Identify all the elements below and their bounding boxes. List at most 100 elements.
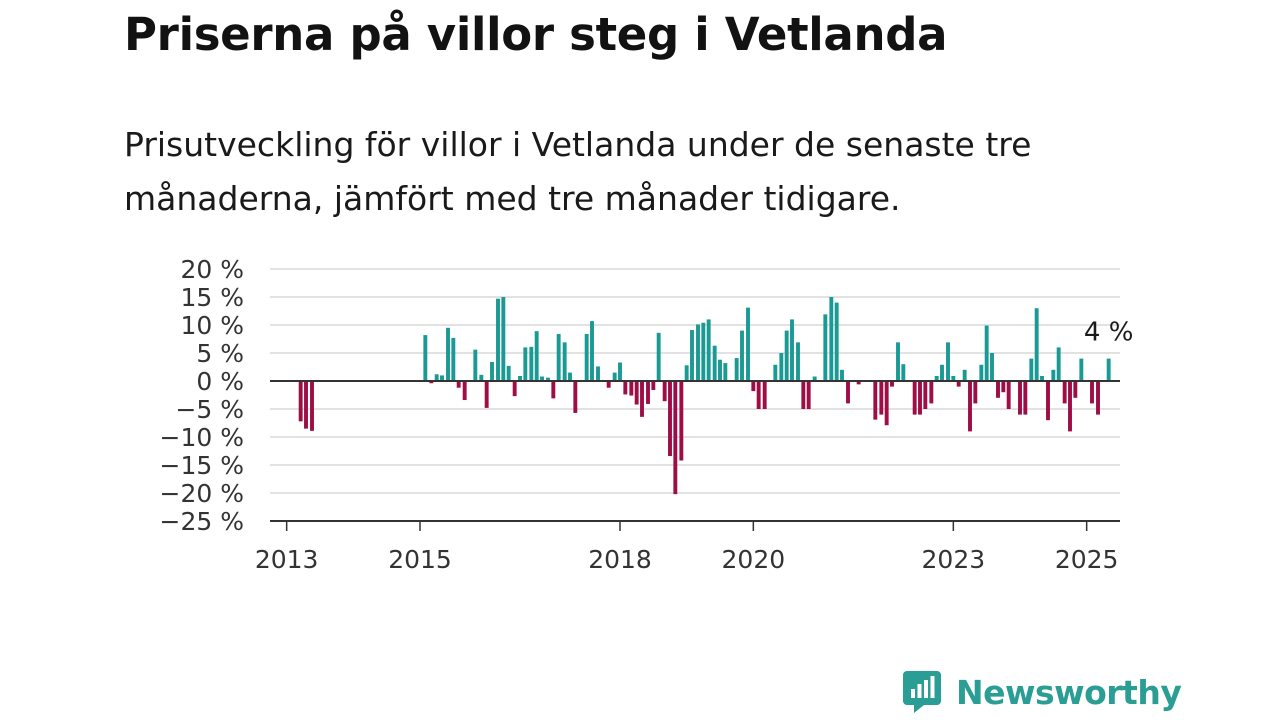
bar bbox=[873, 381, 878, 420]
bar bbox=[512, 381, 517, 397]
bar bbox=[434, 374, 439, 381]
bar bbox=[923, 381, 928, 409]
bar bbox=[1079, 358, 1084, 381]
bar bbox=[606, 381, 611, 388]
x-tick-label: 2025 bbox=[1055, 545, 1119, 574]
bar bbox=[1106, 358, 1111, 381]
bar bbox=[562, 342, 567, 381]
chart-gridlines bbox=[270, 268, 1120, 494]
y-tick-label: −15 % bbox=[160, 451, 244, 480]
bar bbox=[718, 359, 722, 381]
last-value-annotation: 4 % bbox=[1084, 318, 1134, 348]
brand-name: Newsworthy bbox=[956, 672, 1182, 712]
bar bbox=[684, 365, 689, 381]
x-tick-label: 2013 bbox=[255, 545, 319, 574]
bar bbox=[884, 381, 889, 426]
bar bbox=[590, 321, 594, 381]
bar bbox=[673, 381, 678, 495]
bar bbox=[996, 381, 1000, 398]
bar bbox=[623, 381, 628, 395]
bar bbox=[584, 333, 589, 381]
bar bbox=[1023, 381, 1028, 415]
bar bbox=[1062, 381, 1067, 404]
brand-logo: Newsworthy bbox=[902, 670, 1182, 714]
bar bbox=[473, 349, 478, 381]
bar bbox=[501, 297, 506, 381]
bar bbox=[529, 346, 534, 381]
bar-chart: 20 %15 %10 %5 %0 %−5 %−10 %−15 %−20 %−25… bbox=[160, 255, 1134, 574]
bar bbox=[456, 381, 461, 388]
bar bbox=[968, 381, 972, 432]
bar bbox=[756, 381, 761, 409]
bar bbox=[734, 358, 739, 381]
bar bbox=[446, 327, 450, 381]
bar bbox=[1056, 347, 1061, 381]
x-tick-label: 2015 bbox=[388, 545, 452, 574]
page-title: Priserna på villor steg i Vetlanda bbox=[124, 8, 948, 61]
chart-bars bbox=[298, 297, 1111, 495]
bar bbox=[490, 361, 494, 381]
bar bbox=[934, 375, 939, 381]
bar bbox=[534, 331, 539, 381]
bar bbox=[946, 342, 950, 381]
bar bbox=[484, 381, 489, 408]
bar bbox=[846, 381, 850, 404]
bar bbox=[629, 381, 634, 396]
bar bbox=[956, 381, 961, 387]
bar bbox=[506, 365, 511, 381]
bar bbox=[656, 332, 661, 381]
bar bbox=[896, 342, 900, 381]
bar bbox=[834, 302, 839, 381]
bar bbox=[762, 381, 767, 409]
bar bbox=[929, 381, 934, 404]
bar bbox=[1040, 375, 1044, 381]
bar bbox=[551, 381, 556, 399]
bar bbox=[1073, 381, 1078, 398]
page-subtitle: Prisutveckling för villor i Vetlanda und… bbox=[124, 125, 1032, 218]
bar bbox=[806, 381, 811, 409]
x-tick-label: 2018 bbox=[588, 545, 652, 574]
bar bbox=[304, 381, 308, 429]
bar bbox=[573, 381, 578, 413]
bar bbox=[440, 375, 444, 381]
bar bbox=[540, 376, 544, 381]
bar bbox=[901, 364, 906, 381]
bar bbox=[801, 381, 806, 409]
bar bbox=[840, 369, 844, 381]
bar bbox=[796, 342, 800, 381]
bar bbox=[979, 364, 984, 381]
bar bbox=[784, 330, 789, 381]
y-tick-label: 10 % bbox=[180, 311, 244, 340]
bar bbox=[651, 381, 656, 390]
bar bbox=[1029, 358, 1034, 381]
bar bbox=[823, 314, 828, 381]
bar bbox=[298, 381, 303, 422]
bar bbox=[496, 298, 500, 381]
y-tick-label: 15 % bbox=[180, 283, 244, 312]
chart-axes bbox=[270, 380, 1120, 531]
bar bbox=[890, 381, 894, 387]
bar bbox=[462, 381, 467, 401]
bar bbox=[706, 319, 711, 381]
bar bbox=[668, 381, 672, 457]
bar bbox=[546, 377, 550, 381]
bar bbox=[518, 375, 522, 381]
y-tick-label: −20 % bbox=[160, 479, 244, 508]
bar bbox=[918, 381, 922, 415]
bar bbox=[568, 372, 572, 381]
bar bbox=[951, 375, 956, 381]
bar bbox=[634, 381, 639, 405]
y-tick-label: −25 % bbox=[160, 507, 244, 536]
bar bbox=[429, 381, 434, 384]
bar bbox=[1068, 381, 1072, 432]
bar bbox=[940, 364, 944, 381]
bar bbox=[723, 363, 728, 381]
bar bbox=[856, 381, 861, 385]
bar bbox=[523, 347, 528, 381]
bar bbox=[1090, 381, 1094, 404]
bar bbox=[812, 376, 817, 381]
bar bbox=[679, 381, 684, 461]
bar bbox=[556, 333, 561, 381]
x-tick-label: 2020 bbox=[722, 545, 786, 574]
bar bbox=[746, 307, 750, 381]
